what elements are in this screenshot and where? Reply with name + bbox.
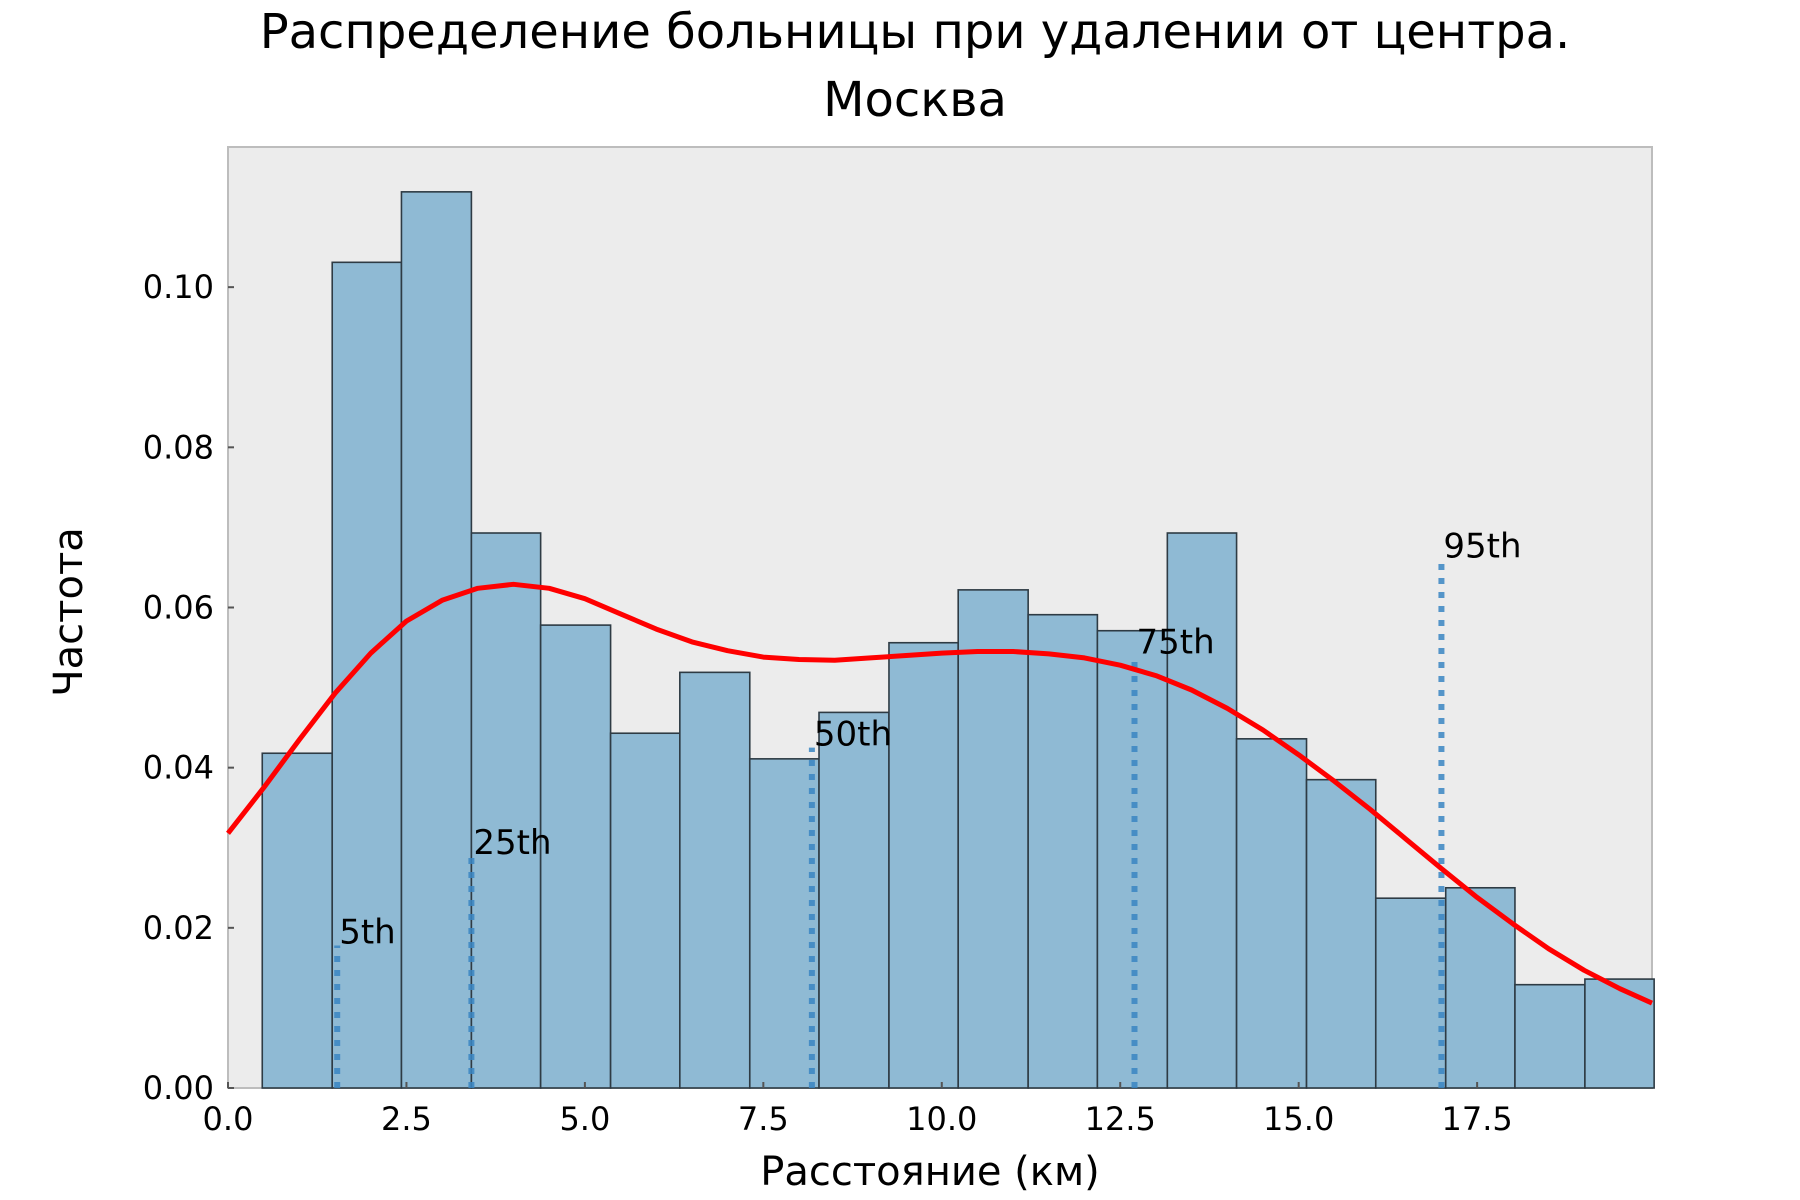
x-axis-ticks: 0.0 2.5 5.0 7.5 10.0 12.5 15.0 17.5 [203,1082,1513,1138]
histogram-bar [1444,886,1516,1089]
y-tick-label: 0.10 [143,268,214,306]
histogram-bar [1305,778,1377,1089]
histogram-bar [888,641,960,1089]
histogram-bar [1374,897,1447,1089]
histogram-bar [470,532,542,1089]
y-axis-ticks: 0.00 0.02 0.04 0.06 0.08 0.10 [143,268,234,1107]
x-tick-label: 5.0 [559,1100,610,1138]
percentile-lines [334,559,1445,1088]
percentile-labels: 5th 25th 50th 75th 95th [339,526,1521,952]
histogram-bar [261,752,334,1089]
x-tick-label: 10.0 [906,1100,977,1138]
x-tick-label: 15.0 [1263,1100,1334,1138]
histogram-bar [400,191,473,1089]
x-tick-label: 0.0 [203,1100,254,1138]
x-tick-label: 2.5 [381,1100,432,1138]
y-tick-label: 0.02 [143,909,214,947]
y-tick-label: 0.06 [143,588,214,626]
percentile-label: 75th [1137,623,1215,663]
histogram-bar [818,711,890,1089]
histogram-bars [261,191,1655,1089]
chart-title: Распределение больницы при удалении от ц… [260,4,1571,60]
y-tick-label: 0.00 [143,1069,214,1107]
x-tick-label: 12.5 [1085,1100,1156,1138]
histogram-bar [748,758,820,1089]
percentile-label: 25th [473,823,551,863]
y-tick-label: 0.04 [143,749,214,787]
histogram-bar [609,732,681,1089]
chart-subtitle: Москва [823,72,1007,128]
x-tick-label: 7.5 [738,1100,789,1138]
y-axis-label: Частота [46,527,92,697]
histogram-bar [1235,738,1308,1089]
percentile-label: 5th [339,912,396,952]
histogram-bar [1027,613,1099,1089]
histogram-bar [1514,983,1586,1089]
percentile-label: 50th [814,715,892,755]
x-axis-label: Расстояние (км) [760,1149,1099,1195]
y-tick-label: 0.08 [143,428,214,466]
kde-curve [226,581,1654,1006]
percentile-label: 95th [1443,526,1521,566]
histogram-bar [679,671,751,1089]
histogram-bar [1584,978,1655,1089]
histogram-bar [331,261,403,1089]
x-tick-label: 17.5 [1441,1100,1512,1138]
histogram-bar [539,624,612,1089]
histogram-bar [1166,532,1238,1089]
histogram-bar [957,589,1029,1089]
